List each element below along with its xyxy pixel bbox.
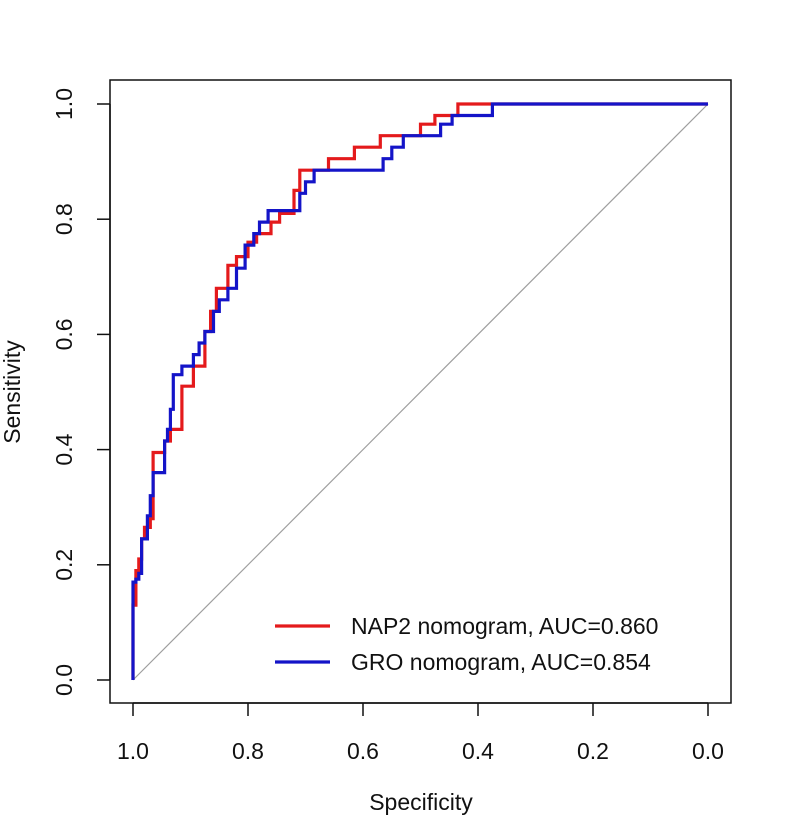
x-axis-label: Specificity: [369, 789, 473, 815]
x-tick-label: 0.4: [462, 738, 494, 764]
x-tick-label: 0.8: [232, 738, 264, 764]
y-tick-label: 1.0: [51, 88, 77, 120]
x-tick-label: 0.0: [692, 738, 724, 764]
legend-label: NAP2 nomogram, AUC=0.860: [351, 613, 658, 639]
legend-label: GRO nomogram, AUC=0.854: [351, 649, 651, 675]
roc-curve-series-2: [131, 102, 708, 680]
x-tick-label: 0.2: [577, 738, 609, 764]
legend: NAP2 nomogram, AUC=0.860 GRO nomogram, AU…: [275, 613, 658, 675]
series-layer: [131, 102, 708, 680]
y-tick-label: 0.6: [51, 318, 77, 350]
x-axis: 1.0 0.8 0.6 0.4 0.2 0.0: [117, 702, 724, 764]
y-tick-label: 0.8: [51, 203, 77, 235]
y-tick-label: 0.0: [51, 664, 77, 696]
reference-diagonal-line: [132, 103, 709, 681]
y-axis-label: Sensitivity: [0, 340, 25, 444]
x-tick-label: 1.0: [117, 738, 149, 764]
x-tick-label: 0.6: [347, 738, 379, 764]
y-axis: 0.0 0.2 0.4 0.6 0.8 1.0: [51, 88, 111, 696]
y-tick-label: 0.4: [51, 433, 77, 465]
y-tick-label: 0.2: [51, 549, 77, 581]
